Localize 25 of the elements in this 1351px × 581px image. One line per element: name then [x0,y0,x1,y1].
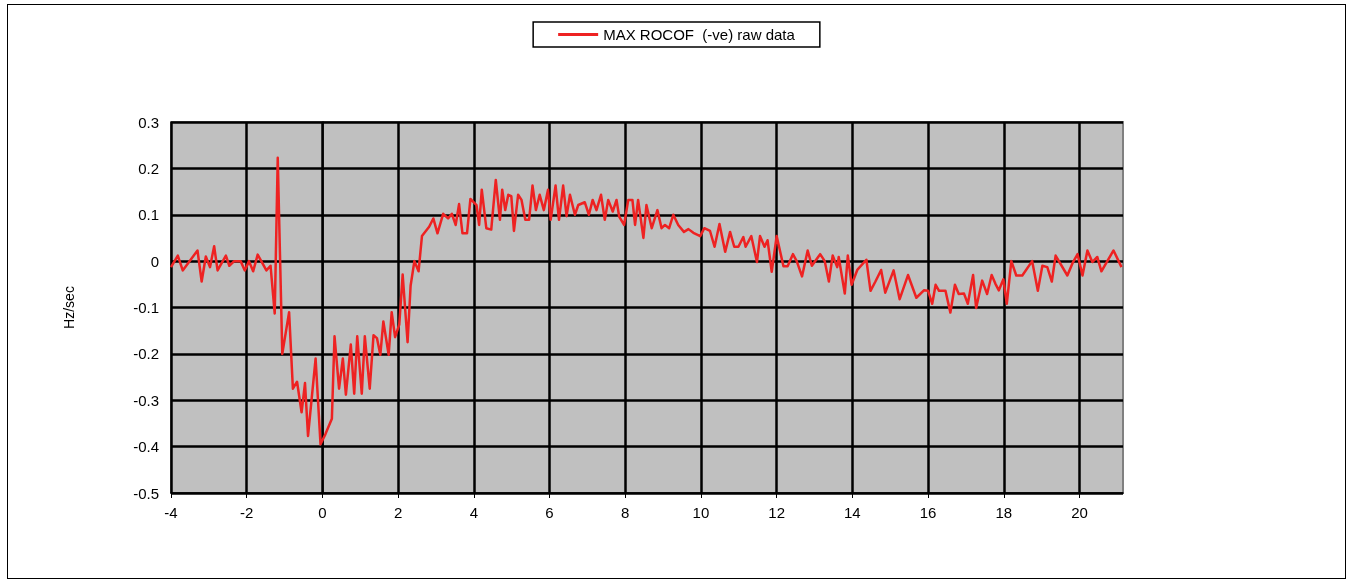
x-tick-label: 6 [545,504,554,521]
y-tick-label: 0 [150,252,159,270]
x-tick-label: 4 [469,504,478,521]
x-tick-label: 10 [692,504,710,521]
line-series [169,156,1123,446]
y-tick-label: 0.3 [138,113,159,131]
x-tick-label: 20 [1071,504,1088,521]
y-tick-label: -0.1 [133,299,159,316]
x-tick-label: 0 [318,504,327,521]
x-tick-label: 2 [393,504,403,521]
y-tick-label: -0.5 [133,484,159,502]
x-tick-label: 14 [844,504,861,521]
y-tick-label: -0.3 [133,391,159,409]
x-tick-label: 8 [621,504,630,521]
x-tick-label: 18 [995,504,1013,521]
x-tick-label: 12 [768,504,785,521]
y-tick-label: 0.1 [138,206,159,224]
y-tick-label: -0.2 [133,345,159,363]
y-axis-title: Hz/sec [61,286,77,329]
x-tick-label: 16 [919,504,937,521]
legend-label: MAX ROCOF (-ve) raw data [603,26,796,43]
y-tick-label: 0.2 [138,159,159,177]
y-tick-label: -0.4 [133,438,159,456]
x-tick-label: -4 [164,504,178,521]
x-tick-label: -2 [240,504,254,521]
